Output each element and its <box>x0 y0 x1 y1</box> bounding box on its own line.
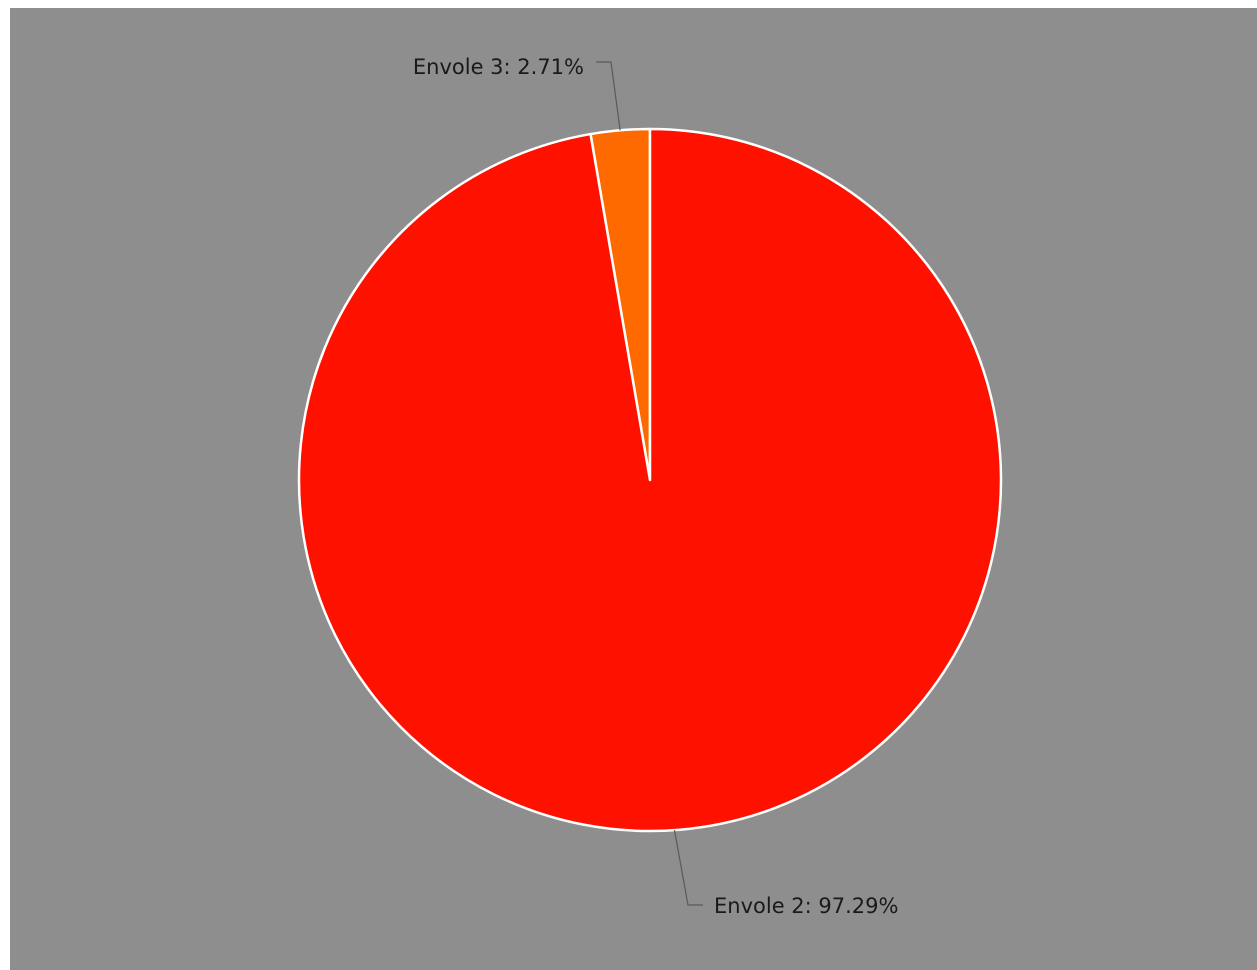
leader-line-envole-2 <box>673 830 703 906</box>
pie-slices <box>297 127 1003 833</box>
slice-label-envole-3: Envole 3: 2.71% <box>413 55 584 79</box>
slice-label-envole-2: Envole 2: 97.29% <box>714 894 898 918</box>
pie-labels: Envole 3: 2.71% Envole 2: 97.29% <box>413 55 899 918</box>
pie-slice-envole-2[interactable] <box>297 127 1003 833</box>
leader-line-envole-3 <box>596 61 621 131</box>
